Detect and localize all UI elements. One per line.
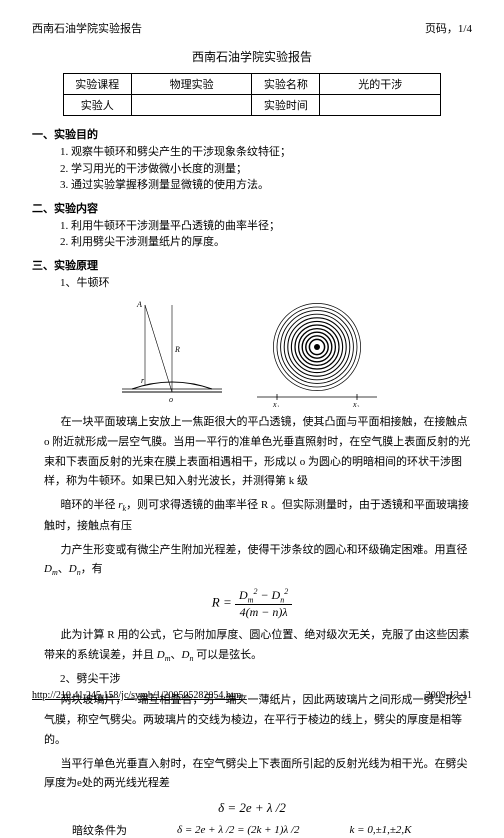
expname-val: 光的干涉 [320, 74, 441, 95]
svg-text:A: A [136, 300, 142, 309]
course-val: 物理实验 [131, 74, 252, 95]
time-label: 实验时间 [252, 95, 320, 116]
s1-item-2: 2. 学习用光的干涉做微小长度的测量； [60, 161, 472, 178]
info-table: 实验课程 物理实验 实验名称 光的干涉 实验人 实验时间 [63, 73, 441, 116]
course-label: 实验课程 [63, 74, 131, 95]
svg-text:x₂: x₂ [352, 400, 360, 407]
s1-item-1: 1. 观察牛顿环和劈尖产生的干涉现象条纹特征； [60, 144, 472, 161]
svg-text:o: o [169, 395, 173, 404]
expname-label: 实验名称 [252, 74, 320, 95]
section-3-head: 三、实验原理 [32, 257, 472, 273]
header-right: 页码，1/4 [425, 20, 472, 36]
para-4: 此为计算 R 用的公式，它与附加厚度、圆心位置、绝对级次无关，克服了由这些因素带… [44, 626, 472, 666]
formula-k-range: k = 0,±1,±2,K [350, 824, 412, 836]
s2-item-2: 2. 利用劈尖干涉测量纸片的厚度。 [60, 234, 472, 251]
doc-title: 西南石油学院实验报告 [32, 48, 472, 65]
para-2: 暗环的半径 rk，则可求得透镜的曲率半径 R 。但实际测量时，由于透镜和平面玻璃… [44, 496, 472, 536]
formula-R: R = Dm2 − Dn2 4(m − n)λ [32, 587, 472, 620]
person-val [131, 95, 252, 116]
lens-side-diagram: A R o r [117, 297, 227, 407]
person-label: 实验人 [63, 95, 131, 116]
page-footer: http://210.41.245.158/jc/symb/1/20050528… [32, 690, 472, 701]
diagram-row: A R o r x₁ x₂ [32, 297, 472, 407]
svg-text:r: r [141, 376, 145, 385]
svg-text:R: R [174, 345, 180, 354]
s1-item-3: 3. 通过实验掌握移测量显微镜的使用方法。 [60, 177, 472, 194]
s4-head: 2、劈尖干涉 [60, 671, 472, 688]
s3-item-1: 1、牛顿环 [60, 275, 472, 292]
time-val [320, 95, 441, 116]
svg-text:x₁: x₁ [272, 400, 280, 407]
header-left: 西南石油学院实验报告 [32, 20, 142, 36]
dark-fringe-label: 暗纹条件为 [72, 822, 127, 838]
s4-p2: 当平行单色光垂直入射时，在空气劈尖上下表面所引起的反射光线为相干光。在劈尖厚度为… [44, 755, 472, 795]
footer-url[interactable]: http://210.41.245.158/jc/symb/1/20050528… [32, 690, 241, 701]
newton-rings-diagram: x₁ x₂ [247, 297, 387, 407]
section-1-head: 一、实验目的 [32, 126, 472, 142]
formula-delta-2: δ = 2e + λ /2 = (2k + 1)λ /2 [177, 824, 300, 836]
footer-date: 2009-12-11 [426, 690, 472, 701]
s2-item-1: 1. 利用牛顿环干涉测量平凸透镜的曲率半径； [60, 218, 472, 235]
page-header: 西南石油学院实验报告 页码，1/4 [32, 20, 472, 36]
para-3: 力产生形变或有微尘产生附加光程差，使得干涉条纹的圆心和环级确定困难。用直径 Dm… [44, 541, 472, 581]
formula-delta-1: δ = 2e + λ /2 [32, 800, 472, 816]
para-1: 在一块平面玻璃上安放上一焦距很大的平凸透镜，使其凸面与平面相接触，在接触点 o … [44, 413, 472, 492]
formula-delta-2-row: 暗纹条件为 δ = 2e + λ /2 = (2k + 1)λ /2 k = 0… [72, 822, 472, 838]
section-2-head: 二、实验内容 [32, 200, 472, 216]
